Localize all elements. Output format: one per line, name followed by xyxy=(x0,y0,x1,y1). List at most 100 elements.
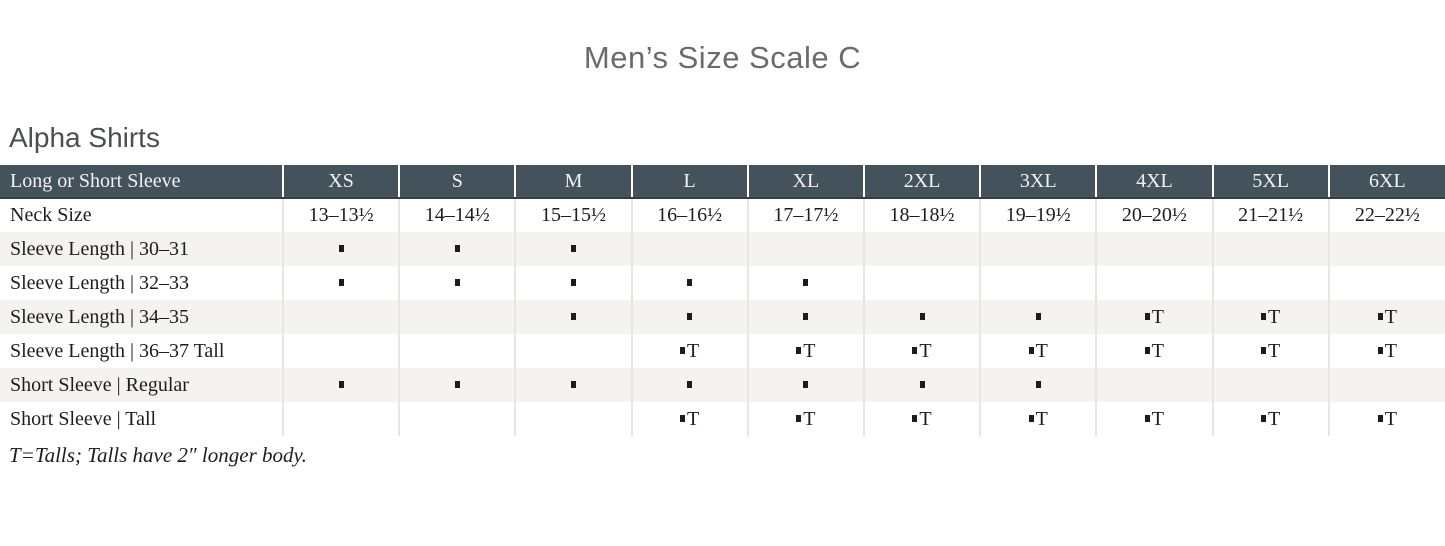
dot-marker-icon xyxy=(454,244,460,252)
size-cell-m: 15–15½ xyxy=(514,198,632,232)
size-cell-5xl xyxy=(1211,232,1329,266)
page-title: Men’s Size Scale C xyxy=(583,40,862,75)
size-header-xs: XS xyxy=(281,165,400,199)
size-cell-xs xyxy=(281,232,400,266)
size-cell-2xl xyxy=(862,300,981,334)
size-cell-xs xyxy=(281,300,400,334)
size-cell-s xyxy=(398,266,516,300)
tall-letter: T xyxy=(1384,339,1397,362)
table-row: Short Sleeve | Regular xyxy=(0,368,1445,402)
size-cell-5xl: T xyxy=(1211,300,1329,334)
table-row: Sleeve Length | 32–33 xyxy=(0,266,1445,300)
dot-marker-icon xyxy=(454,278,460,286)
size-cell-3xl xyxy=(979,232,1097,266)
size-cell-6xl: T xyxy=(1327,402,1445,436)
row-label: Short Sleeve | Regular xyxy=(0,368,283,402)
dot-marker-icon xyxy=(912,346,918,354)
size-cell-6xl xyxy=(1327,232,1445,266)
size-cell-xl: 17–17½ xyxy=(746,198,864,232)
size-cell-3xl: 19–19½ xyxy=(979,198,1097,232)
tall-letter: T xyxy=(1151,339,1165,362)
row-label: Sleeve Length | 36–37 Tall xyxy=(10,339,225,362)
size-cell-l xyxy=(630,300,748,334)
dot-marker-icon xyxy=(919,312,925,320)
size-cell-xl xyxy=(746,232,864,266)
size-cell-3xl: T xyxy=(979,402,1097,436)
section-title: Alpha Shirts xyxy=(9,122,160,153)
tall-letter: T xyxy=(1267,339,1281,362)
tall-letter: T xyxy=(803,407,816,430)
tall-letter: T xyxy=(1151,407,1165,430)
row-label: Sleeve Length | 34–35 xyxy=(0,300,283,334)
size-cell-5xl: T xyxy=(1211,334,1329,368)
tall-letter: T xyxy=(803,339,816,362)
tall-letter: T xyxy=(919,407,932,430)
size-cell-6xl xyxy=(1327,368,1445,402)
dot-marker-icon xyxy=(1260,346,1266,354)
tall-letter: T xyxy=(919,339,932,362)
size-header-s: S xyxy=(398,165,516,199)
size-cell-l xyxy=(630,368,748,402)
dot-marker-icon xyxy=(338,278,344,286)
size-header-xl: XL xyxy=(746,165,864,199)
size-cell-xs xyxy=(281,266,400,300)
size-cell-5xl xyxy=(1211,368,1329,402)
dot-marker-icon xyxy=(338,380,344,388)
size-cell-4xl xyxy=(1095,266,1213,300)
size-cell-l: T xyxy=(630,402,748,436)
table-row: Sleeve Length | 36–37 Tall T T T T T T T xyxy=(0,334,1445,368)
dot-marker-icon xyxy=(687,312,693,320)
size-cell-3xl: T xyxy=(979,334,1097,368)
dot-marker-icon xyxy=(680,414,686,422)
size-cell-l xyxy=(630,266,748,300)
dot-marker-icon xyxy=(796,414,802,422)
size-cell-2xl xyxy=(862,266,981,300)
size-cell-l: 16–16½ xyxy=(630,198,748,232)
dot-marker-icon xyxy=(1028,414,1034,422)
size-header-3xl: 3XL xyxy=(979,165,1097,199)
table-row: Short Sleeve | Tall T T T T T T T xyxy=(0,402,1445,436)
size-cell-l: T xyxy=(630,334,748,368)
size-cell-2xl: T xyxy=(862,334,981,368)
size-cell-xl: T xyxy=(746,402,864,436)
dot-marker-icon xyxy=(570,380,576,388)
dot-marker-icon xyxy=(1035,380,1041,388)
size-cell-s xyxy=(398,300,516,334)
size-table: Long or Short Sleeve XS S M L XL 2XL 3XL 4XL 5XL 6… xyxy=(0,165,1445,436)
table-header-label: Long or Short Sleeve xyxy=(0,165,283,199)
size-cell-s xyxy=(398,334,516,368)
size-cell-m xyxy=(514,300,632,334)
size-cell-4xl: T xyxy=(1095,300,1213,334)
dot-marker-icon xyxy=(803,278,809,286)
size-cell-xl xyxy=(746,300,864,334)
size-cell-xs xyxy=(281,368,400,402)
size-header-2xl: 2XL xyxy=(862,165,981,199)
size-cell-m xyxy=(514,368,632,402)
tall-letter: T xyxy=(687,339,700,362)
dot-marker-icon xyxy=(687,380,693,388)
dot-marker-icon xyxy=(1144,414,1150,422)
size-cell-xl xyxy=(746,266,864,300)
dot-marker-icon xyxy=(338,244,344,252)
size-cell-6xl xyxy=(1327,266,1445,300)
dot-marker-icon xyxy=(1144,346,1150,354)
size-cell-xs: 13–13½ xyxy=(281,198,400,232)
dot-marker-icon xyxy=(803,380,809,388)
size-cell-3xl xyxy=(979,266,1097,300)
dot-marker-icon xyxy=(1144,312,1150,320)
tall-letter: T xyxy=(1384,305,1397,328)
size-cell-4xl: 20–20½ xyxy=(1095,198,1213,232)
table-row: Sleeve Length | 34–35 T T T xyxy=(0,300,1445,334)
size-header-l: L xyxy=(630,165,748,199)
tall-letter: T xyxy=(1267,305,1281,328)
size-cell-5xl: 21–21½ xyxy=(1211,198,1329,232)
tall-letter: T xyxy=(1035,407,1048,430)
size-cell-3xl xyxy=(979,368,1097,402)
dot-marker-icon xyxy=(1377,414,1383,422)
row-label: Neck Size xyxy=(10,204,92,226)
table-row: Sleeve Length | 30–31 xyxy=(0,232,1445,266)
tall-letter: T xyxy=(1035,339,1048,362)
dot-marker-icon xyxy=(570,312,576,320)
size-header-6xl: 6XL xyxy=(1327,165,1445,199)
size-cell-5xl xyxy=(1211,266,1329,300)
